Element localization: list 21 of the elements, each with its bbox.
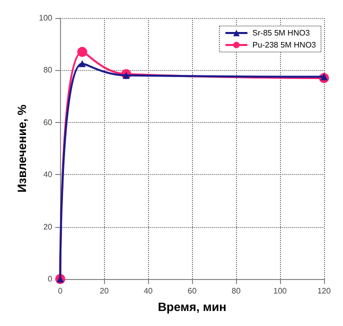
legend-label: Pu-238 5M HNO3 (252, 40, 317, 50)
y-tick-label: 60 (43, 118, 53, 127)
x-tick-label: 80 (232, 286, 242, 296)
point (320, 73, 328, 80)
x-tick-label: 120 (317, 286, 332, 296)
y-tick-label: 40 (43, 170, 53, 180)
y-tick-label: 0 (48, 274, 53, 284)
y-axis-title: Извлечение, % (15, 104, 29, 192)
point (77, 46, 88, 57)
x-tick-label: 20 (100, 286, 110, 296)
y-tick-label: 80 (43, 66, 53, 75)
x-tick-label: 40 (144, 286, 154, 296)
legend-label: Sr-85 5M HNO3 (252, 28, 310, 38)
point (122, 72, 130, 79)
y-tick-label: 20 (43, 222, 53, 232)
y-tick-label: 100 (38, 14, 53, 22)
x-tick-label: 0 (58, 286, 64, 296)
point (78, 60, 86, 68)
x-tick-label: 60 (188, 286, 198, 296)
x-tick-label: 100 (273, 286, 288, 296)
x-axis-title: Время, мин (158, 300, 226, 314)
